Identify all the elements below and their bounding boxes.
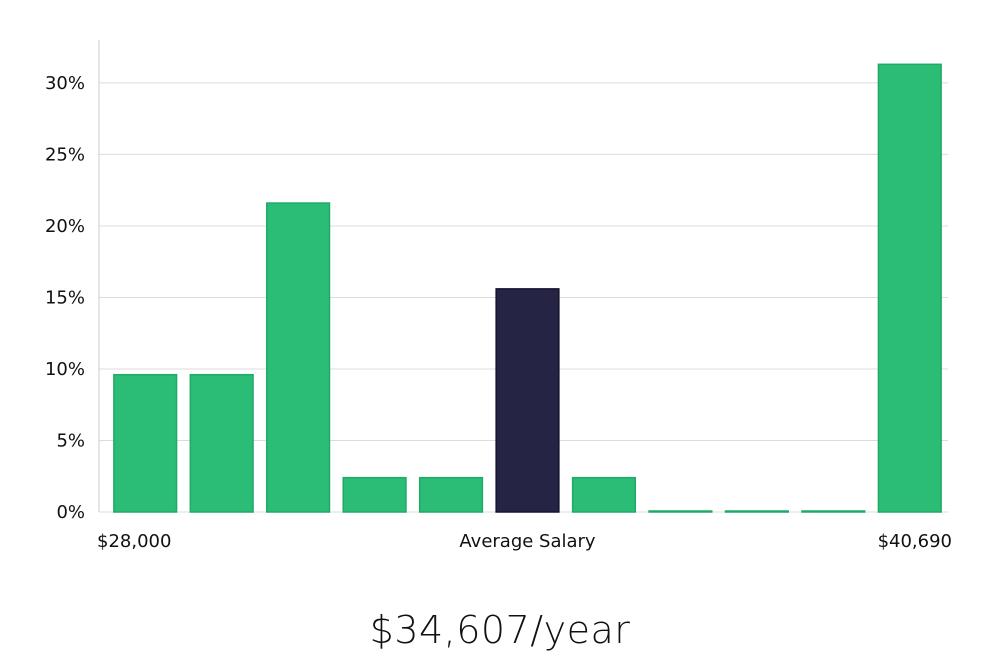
salary-distribution-chart: 0% 5% 10% 15% 20% 25% 30% $28,000 Average Sala…	[45, 40, 952, 552]
x-axis-label: Average Salary	[459, 531, 596, 552]
y-tick-label: 10%	[45, 359, 85, 380]
y-tick-label: 25%	[45, 144, 85, 165]
y-tick-label: 30%	[45, 73, 85, 94]
bar	[113, 373, 178, 513]
y-tick-label: 5%	[56, 430, 85, 451]
y-tick-labels: 0% 5% 10% 15% 20% 25% 30%	[45, 73, 85, 523]
bars-layer	[113, 63, 942, 513]
bar	[571, 476, 637, 513]
average-salary-value: $34,607/year	[369, 608, 631, 652]
bar	[877, 63, 942, 513]
bar	[342, 476, 407, 513]
bar-average-highlight	[495, 288, 560, 513]
x-max-label: $40,690	[878, 531, 952, 552]
y-tick-label: 0%	[56, 502, 85, 523]
bar	[648, 510, 713, 513]
bar	[724, 510, 789, 513]
bar	[418, 476, 484, 513]
y-tick-label: 20%	[45, 216, 85, 237]
bar	[266, 202, 331, 513]
bar	[189, 373, 254, 513]
bar	[801, 510, 866, 513]
x-min-label: $28,000	[97, 531, 171, 552]
y-tick-label: 15%	[45, 287, 85, 308]
